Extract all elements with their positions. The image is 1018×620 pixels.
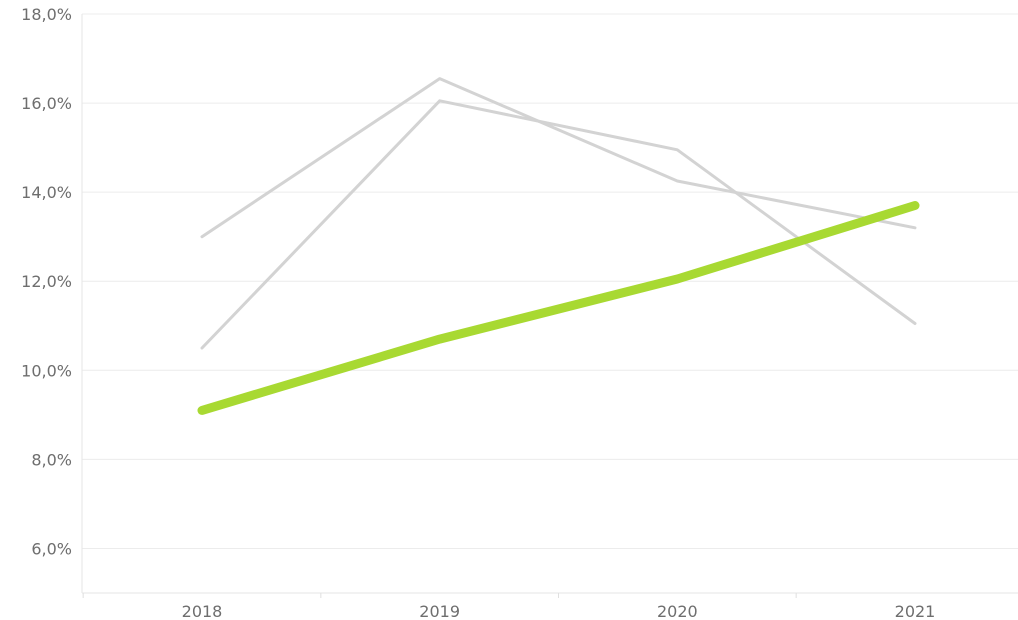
y-tick-label: 12,0% (21, 272, 72, 291)
x-tick-label: 2019 (419, 602, 460, 620)
y-tick-label: 14,0% (21, 183, 72, 202)
y-tick-label: 18,0% (21, 5, 72, 24)
y-tick-label: 16,0% (21, 94, 72, 113)
series-line-2 (200, 99, 917, 350)
highlighted-series-line (197, 201, 920, 415)
x-tick-label: 2020 (657, 602, 698, 620)
gridlines (82, 13, 1018, 549)
tick-labels: 6,0% 8,0% 10,0% 12,0% 14,0% 16,0% 18,0% 2018 201… (21, 5, 935, 620)
series-line-1 (200, 77, 917, 239)
y-tick-label: 6,0% (31, 539, 72, 558)
x-tick-label: 2018 (182, 602, 223, 620)
axes (81, 14, 1018, 598)
x-tick-label: 2021 (895, 602, 936, 620)
y-tick-label: 10,0% (21, 361, 72, 380)
y-tick-label: 8,0% (31, 450, 72, 469)
series-lines (197, 77, 920, 415)
